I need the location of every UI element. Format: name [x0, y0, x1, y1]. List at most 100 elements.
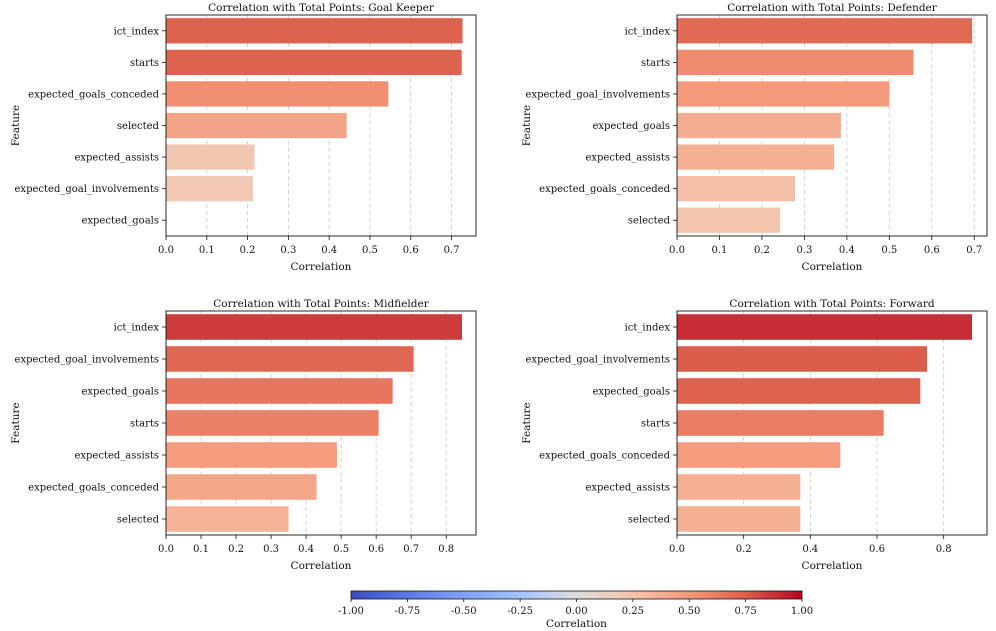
bar-expected-goals-conceded [166, 81, 389, 107]
bar-expected-goals-conceded [166, 474, 317, 500]
xtick-label: 0.4 [802, 544, 818, 555]
axes-frame [676, 310, 988, 536]
chart-title: Correlation with Total Points: Goal Keep… [208, 2, 435, 14]
category-label: selected [117, 121, 160, 132]
xtick-label: 0.1 [193, 544, 209, 555]
bar-expected-goals [166, 378, 393, 404]
axes-frame [165, 14, 477, 237]
bar-expected-goals [677, 378, 921, 404]
bar-ict-index [677, 314, 972, 340]
category-label: expected_goals_conceded [28, 483, 159, 494]
category-label: expected_goals [592, 387, 670, 398]
xtick-label: 0.8 [936, 544, 952, 555]
category-label: expected_assists [74, 153, 159, 164]
bar-selected [166, 112, 347, 139]
colorbar: -1.00 -0.75 -0.50 -0.25 0.00 0.25 0.50 0.75 1.00… [338, 590, 813, 630]
xtick-label: 0.7 [444, 245, 460, 256]
bar-ict-index [166, 18, 463, 44]
chart-title: Correlation with Total Points: Defender [727, 2, 938, 14]
xtick-label: 0.7 [403, 544, 419, 555]
xtick-label: 0.4 [839, 245, 855, 256]
xtick-label: 0.2 [240, 245, 256, 256]
category-label: starts [130, 419, 159, 430]
category-label: expected_assists [585, 483, 670, 494]
x-axis-label: Correlation [802, 261, 863, 273]
bar-expected-assists [677, 144, 835, 170]
chart-title: Correlation with Total Points: Midfielde… [213, 298, 429, 310]
xtick-label: 0.3 [263, 544, 279, 555]
bar-starts [166, 49, 462, 75]
y-axis-label: Feature [521, 402, 533, 443]
xtick-label: 0.6 [869, 544, 885, 555]
colorbar-tick-label: -0.50 [451, 606, 477, 617]
colorbar-gradient [350, 590, 803, 600]
bar-selected [677, 506, 801, 532]
axes-frame [165, 310, 477, 536]
category-label: starts [130, 58, 159, 69]
category-label: expected_goal_involvements [15, 355, 159, 366]
bar-expected-goals [677, 112, 841, 139]
xtick-label: 0.2 [754, 245, 770, 256]
category-label: expected_goals_conceded [539, 451, 670, 462]
category-label: selected [117, 515, 160, 526]
xtick-label: 0.6 [924, 245, 940, 256]
xtick-label: 0.4 [298, 544, 314, 555]
colorbar-tick-label: 0.75 [734, 606, 756, 617]
category-label: ict_index [625, 26, 671, 37]
xtick-label: 0.0 [158, 544, 174, 555]
colorbar-tick-label: 0.50 [678, 606, 700, 617]
category-label: expected_goals [592, 121, 670, 132]
category-label: expected_goals_conceded [539, 184, 670, 195]
y-axis-label: Feature [10, 105, 22, 146]
bar-expected-goals-conceded [677, 442, 841, 468]
colorbar-tick-label: -0.25 [507, 606, 533, 617]
bar-expected-goal-involvements [677, 81, 890, 107]
x-axis-label: Correlation [802, 560, 863, 572]
category-label: ict_index [114, 26, 160, 37]
category-label: expected_goal_involvements [15, 184, 159, 195]
category-label: expected_goal_involvements [526, 89, 670, 100]
category-label: expected_goals [81, 387, 159, 398]
xtick-label: 0.4 [321, 245, 337, 256]
bar-expected-assists [677, 474, 801, 500]
category-label: selected [628, 216, 671, 227]
xtick-label: 0.3 [796, 245, 812, 256]
xtick-label: 0.5 [362, 245, 378, 256]
xtick-label: 0.0 [158, 245, 174, 256]
colorbar-tick-label: 1.00 [791, 606, 813, 617]
colorbar-tick-label: -1.00 [338, 606, 364, 617]
bar-expected-goal-involvements [166, 346, 414, 372]
xtick-label: 0.2 [228, 544, 244, 555]
colorbar-tick-label: 0.00 [565, 606, 587, 617]
category-label: starts [641, 58, 670, 69]
bar-starts [166, 410, 379, 436]
colorbar-tick-label: 0.25 [622, 606, 644, 617]
bar-expected-assists [166, 144, 255, 170]
xtick-label: 0.6 [403, 245, 419, 256]
bar-selected [677, 207, 781, 233]
category-label: expected_assists [585, 153, 670, 164]
bar-expected-goal-involvements [677, 346, 927, 372]
xtick-label: 0.1 [199, 245, 215, 256]
xtick-label: 0.5 [881, 245, 897, 256]
bar-starts [677, 49, 914, 75]
xtick-label: 0.7 [966, 245, 982, 256]
x-axis-label: Correlation [291, 560, 352, 572]
category-label: expected_goal_involvements [526, 355, 670, 366]
chart-title: Correlation with Total Points: Forward [729, 298, 934, 310]
category-label: expected_goals [81, 216, 159, 227]
bar-expected-assists [166, 442, 337, 468]
category-label: ict_index [114, 323, 160, 334]
category-label: selected [628, 515, 671, 526]
bar-ict-index [166, 314, 462, 340]
x-axis-label: Correlation [291, 261, 352, 273]
axes-frame [676, 14, 988, 237]
category-label: expected_assists [74, 451, 159, 462]
chart-panel-4: ict_index expected_goal_involvementsexpec… [521, 298, 988, 572]
category-label: expected_goals_conceded [28, 89, 159, 100]
bar-ict-index [677, 18, 973, 44]
colorbar-tick-label: -0.75 [395, 606, 421, 617]
bar-starts [677, 410, 884, 436]
